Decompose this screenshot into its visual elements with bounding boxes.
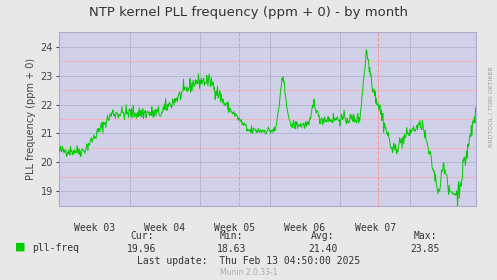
Text: Max:: Max: — [413, 230, 437, 241]
Text: Munin 2.0.33-1: Munin 2.0.33-1 — [220, 268, 277, 277]
Text: Min:: Min: — [219, 230, 243, 241]
Text: Week 03: Week 03 — [74, 223, 115, 233]
Text: pll-freq: pll-freq — [32, 242, 80, 253]
Text: RRDTOOL / TOBI OETIKER: RRDTOOL / TOBI OETIKER — [489, 66, 494, 147]
Text: NTP kernel PLL frequency (ppm + 0) - by month: NTP kernel PLL frequency (ppm + 0) - by … — [89, 6, 408, 19]
Text: Avg:: Avg: — [311, 230, 335, 241]
Text: Cur:: Cur: — [130, 230, 154, 241]
Text: 21.40: 21.40 — [308, 244, 338, 254]
Text: 23.85: 23.85 — [410, 244, 440, 254]
Text: Last update:  Thu Feb 13 04:50:00 2025: Last update: Thu Feb 13 04:50:00 2025 — [137, 256, 360, 266]
Y-axis label: PLL frequency (ppm + 0): PLL frequency (ppm + 0) — [26, 58, 36, 180]
Text: Week 05: Week 05 — [214, 223, 255, 233]
Text: Week 04: Week 04 — [144, 223, 185, 233]
Text: ■: ■ — [15, 241, 25, 251]
Text: 18.63: 18.63 — [216, 244, 246, 254]
Text: 19.96: 19.96 — [127, 244, 157, 254]
Text: Week 07: Week 07 — [354, 223, 396, 233]
Text: Week 06: Week 06 — [284, 223, 326, 233]
